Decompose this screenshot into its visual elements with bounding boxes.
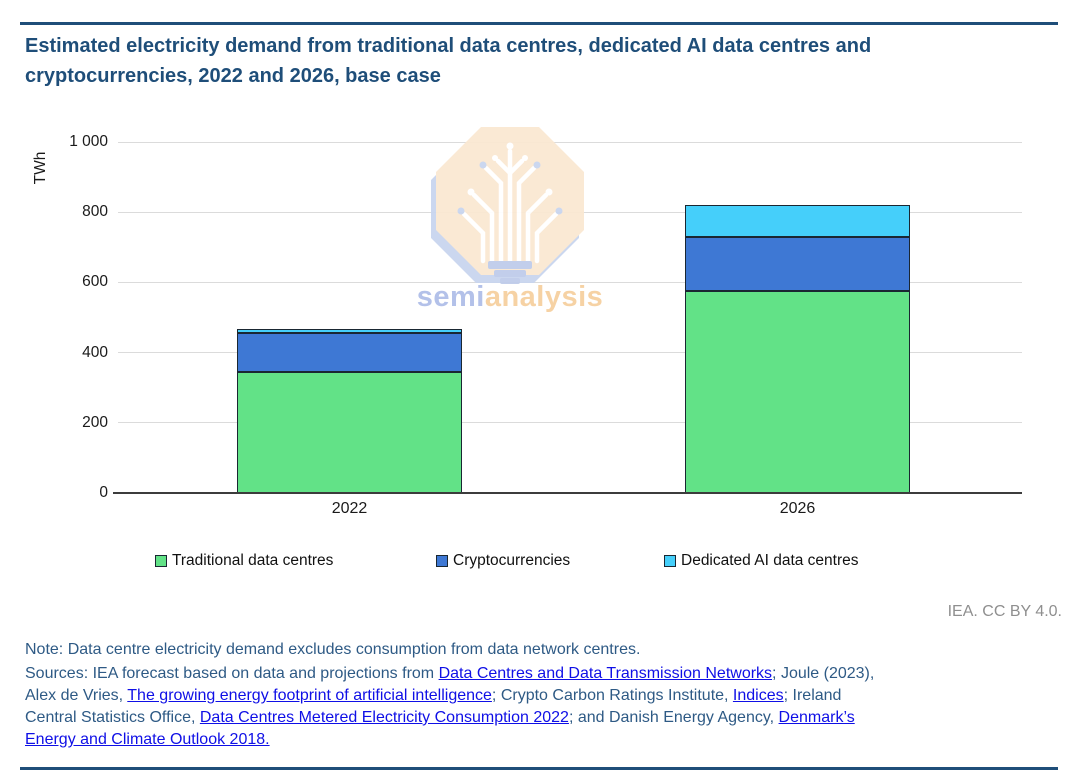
bar-2026-cryptocurrencies [685,237,910,291]
y-tick-label-0: 0 [99,484,108,501]
sources-line-4: Energy and Climate Outlook 2018. [25,729,1039,751]
sources-line-1: Sources: IEA forecast based on data and … [25,663,1039,685]
y-tick-label-800: 800 [82,203,108,221]
bulb-base [488,261,532,284]
watermark-octagon-logo [431,127,584,284]
source-text: ; and Danish Energy Agency, [568,709,779,726]
legend-item-cryptocurrencies: Cryptocurrencies [436,552,570,570]
watermark-text-semi: semi [417,281,485,313]
gridline-600 [118,281,1022,283]
y-tick-label-200: 200 [82,413,108,431]
legend-swatch-icon [436,555,448,567]
legend-label: Cryptocurrencies [453,552,571,569]
attribution-text: IEA. CC BY 4.0. [947,603,1062,620]
source-link[interactable]: Data Centres Metered Electricity Consump… [199,709,569,726]
gridline-1000 [118,141,1022,143]
bar-2022-traditional-data-centres [237,372,462,493]
legend-label: Dedicated AI data centres [681,552,859,569]
bar-2022-dedicated-ai-data-centres [237,329,462,333]
legend-item-dedicated-ai-data-centres: Dedicated AI data centres [664,552,859,570]
note-text: Note: Data centre electricity demand exc… [25,641,641,658]
bar-2026-dedicated-ai-data-centres [685,205,910,237]
circuit-tree-tips [457,142,563,215]
source-link[interactable]: The growing energy footprint of artifici… [127,687,492,704]
sources-text: Sources: IEA forecast based on data and … [25,663,1039,751]
source-text: ; Crypto Carbon Ratings Institute, [491,687,733,704]
source-link[interactable]: Denmark’s [778,709,855,726]
bottom-divider [20,767,1058,770]
source-text: ; Joule (2023), [772,665,875,682]
semianalysis-watermark: semianalysis [417,127,604,313]
watermark-text-analysis: analysis [485,281,603,313]
x-axis-label-2022: 2022 [331,500,368,517]
legend-label: Traditional data centres [172,552,334,569]
y-tick-label-400: 400 [82,343,108,361]
bar-2022-cryptocurrencies [237,333,462,372]
source-link[interactable]: Energy and Climate Outlook 2018. [25,731,270,748]
legend-swatch-icon [155,555,167,567]
sources-line-3: Central Statistics Office, Data Centres … [25,707,1039,729]
y-tick-label-600: 600 [82,273,108,291]
circuit-tree-icon [461,148,559,264]
watermark-wordmark: semianalysis [417,281,604,313]
source-link[interactable]: Data Centres and Data Transmission Netwo… [438,665,773,682]
sources-line-2: Alex de Vries, The growing energy footpr… [25,685,1039,707]
chart-title: Estimated electricity demand from tradit… [25,35,872,87]
gridline-400 [118,352,1022,354]
source-link[interactable]: Indices [732,687,784,704]
legend-swatch-icon [664,555,676,567]
x-axis-label-2026: 2026 [779,500,816,517]
source-text: Central Statistics Office, [25,709,200,726]
source-text: Sources: IEA forecast based on data and … [25,665,439,682]
gridline-200 [118,422,1022,424]
x-axis-line [113,491,1022,494]
bar-2026-traditional-data-centres [685,291,910,493]
legend-item-traditional-data-centres: Traditional data centres [155,552,333,570]
source-text: Alex de Vries, [25,687,128,704]
top-divider [20,22,1058,25]
source-text: ; Ireland [783,687,842,704]
y-tick-label-1000: 1 000 [69,133,108,150]
